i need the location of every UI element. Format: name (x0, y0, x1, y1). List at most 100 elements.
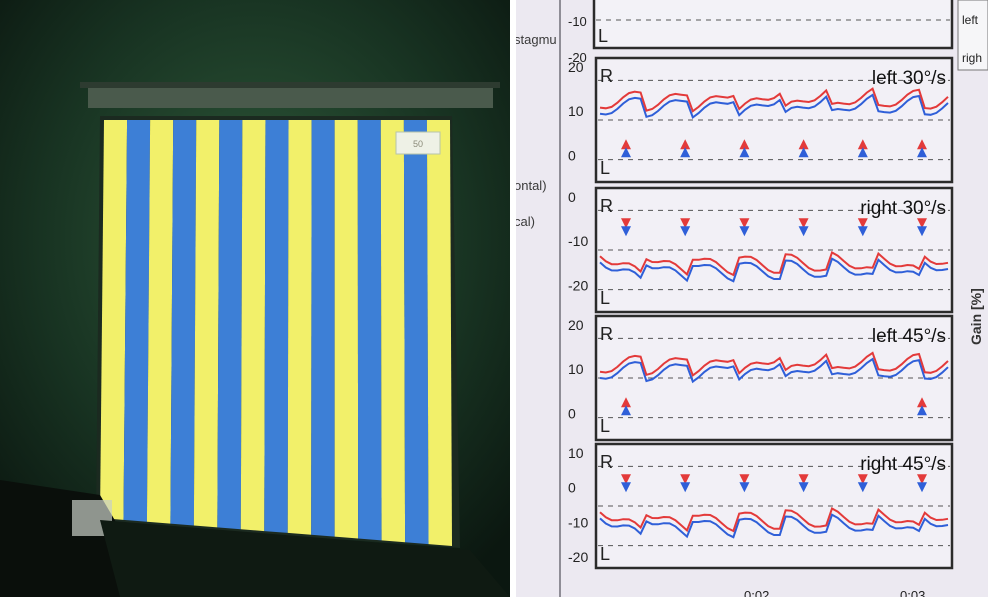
trace-red (599, 251, 949, 277)
saccade-marker-blue (917, 226, 927, 237)
screen-tag-text: 50 (413, 139, 423, 149)
housing-rim (80, 82, 500, 88)
screen-housing (88, 86, 493, 108)
top-cut-panel (592, 0, 954, 50)
panel-tick-label: 0 (568, 189, 576, 205)
trace-blue (599, 93, 949, 119)
saccade-marker-red (917, 474, 927, 485)
screen-stripe (380, 120, 406, 543)
saccade-marker-blue (857, 226, 868, 237)
panel-tick-label: 10 (568, 445, 584, 461)
panel-tick-label: 20 (568, 59, 584, 75)
screen-stripe (193, 120, 220, 528)
saccade-marker-blue (739, 226, 750, 237)
panel-tick-label: 0 (568, 480, 576, 496)
screen-stripe (287, 120, 312, 535)
saccade-marker-red (857, 218, 868, 229)
panel-R-label: R (600, 452, 613, 472)
panel-tick-label: 20 (568, 317, 584, 333)
saccade-marker-red (621, 139, 631, 150)
time-label: 0:02 (744, 588, 769, 597)
saccade-marker-red (917, 218, 927, 229)
saccade-marker-red (857, 139, 868, 150)
panel-L-label: L (600, 288, 610, 308)
screen-stripe (426, 120, 452, 546)
saccade-marker-blue (798, 147, 809, 158)
saccade-marker-blue (917, 405, 927, 416)
saccade-marker-red (917, 139, 927, 150)
saccade-marker-red (621, 218, 631, 229)
saccade-marker-blue (621, 482, 631, 493)
legend-item-left: left (962, 13, 979, 27)
panel-R-label: R (600, 196, 613, 216)
side-label-horizontal: ontal) (516, 178, 547, 193)
saccade-marker-blue (680, 482, 691, 493)
panel-L-label: L (600, 416, 610, 436)
saccade-marker-blue (798, 482, 809, 493)
top-panel-L: L (598, 26, 608, 46)
screen-stripe (334, 120, 359, 539)
trace-red (599, 87, 949, 113)
saccade-marker-blue (680, 226, 691, 237)
saccade-marker-blue (857, 482, 868, 493)
saccade-marker-red (798, 474, 809, 485)
panel-title: right 45°/s (860, 454, 946, 475)
legend-item-right: righ (962, 51, 982, 65)
saccade-marker-red (621, 397, 631, 408)
screen-stripe (146, 120, 174, 524)
saccade-marker-blue (739, 147, 750, 158)
time-label: 0:03 (900, 588, 925, 597)
side-label-top: stagmu (516, 32, 557, 47)
saccade-marker-red (857, 474, 868, 485)
panel-L-label: L (600, 158, 610, 178)
screen-stripe (240, 120, 266, 532)
screen-stripe (170, 120, 197, 526)
gain-axis-label: Gain [%] (968, 288, 984, 345)
panel-tick-label: 10 (568, 103, 584, 119)
screen-stripe (311, 120, 335, 537)
saccade-marker-red (739, 139, 750, 150)
trace-blue (599, 257, 949, 283)
saccade-marker-blue (621, 147, 631, 158)
panel-title: left 30°/s (872, 68, 946, 89)
saccade-marker-blue (917, 482, 927, 493)
legend-box (957, 0, 988, 71)
panel-tick-label: -20 (568, 277, 588, 293)
screen-tag (395, 131, 441, 155)
saccade-marker-blue (739, 482, 750, 493)
saccade-marker-red (739, 474, 750, 485)
screen-stripe (357, 120, 382, 541)
trace-blue (599, 513, 949, 539)
screen-stripe (123, 120, 151, 522)
top-panel-tick: -20 (568, 50, 587, 65)
panel-title: left 45°/s (872, 326, 946, 347)
screen-stripe (217, 120, 243, 530)
panel-title: right 30°/s (860, 198, 946, 219)
saccade-marker-red (917, 397, 927, 408)
panel-tick-label: -20 (568, 549, 588, 565)
screen-stripe (403, 120, 429, 545)
panel-tick-label: 0 (568, 405, 576, 421)
stripe-pattern (100, 120, 452, 546)
panel-tick-label: 10 (568, 361, 584, 377)
side-label-vertical: cal) (516, 214, 535, 229)
floor-shadow (100, 520, 510, 597)
saccade-marker-red (680, 218, 691, 229)
trace-blue (599, 357, 949, 384)
saccade-marker-red (680, 139, 691, 150)
panel-L-label: L (600, 544, 610, 564)
top-panel-tick: -10 (568, 14, 587, 29)
saccade-marker-red (798, 139, 809, 150)
saccade-marker-red (739, 218, 750, 229)
saccade-marker-blue (680, 147, 691, 158)
trace-red (599, 351, 949, 377)
screen-stripe (100, 120, 128, 520)
panel-R-label: R (600, 324, 613, 344)
panel-tick-label: -10 (568, 514, 588, 530)
screen-stripe (264, 120, 289, 533)
